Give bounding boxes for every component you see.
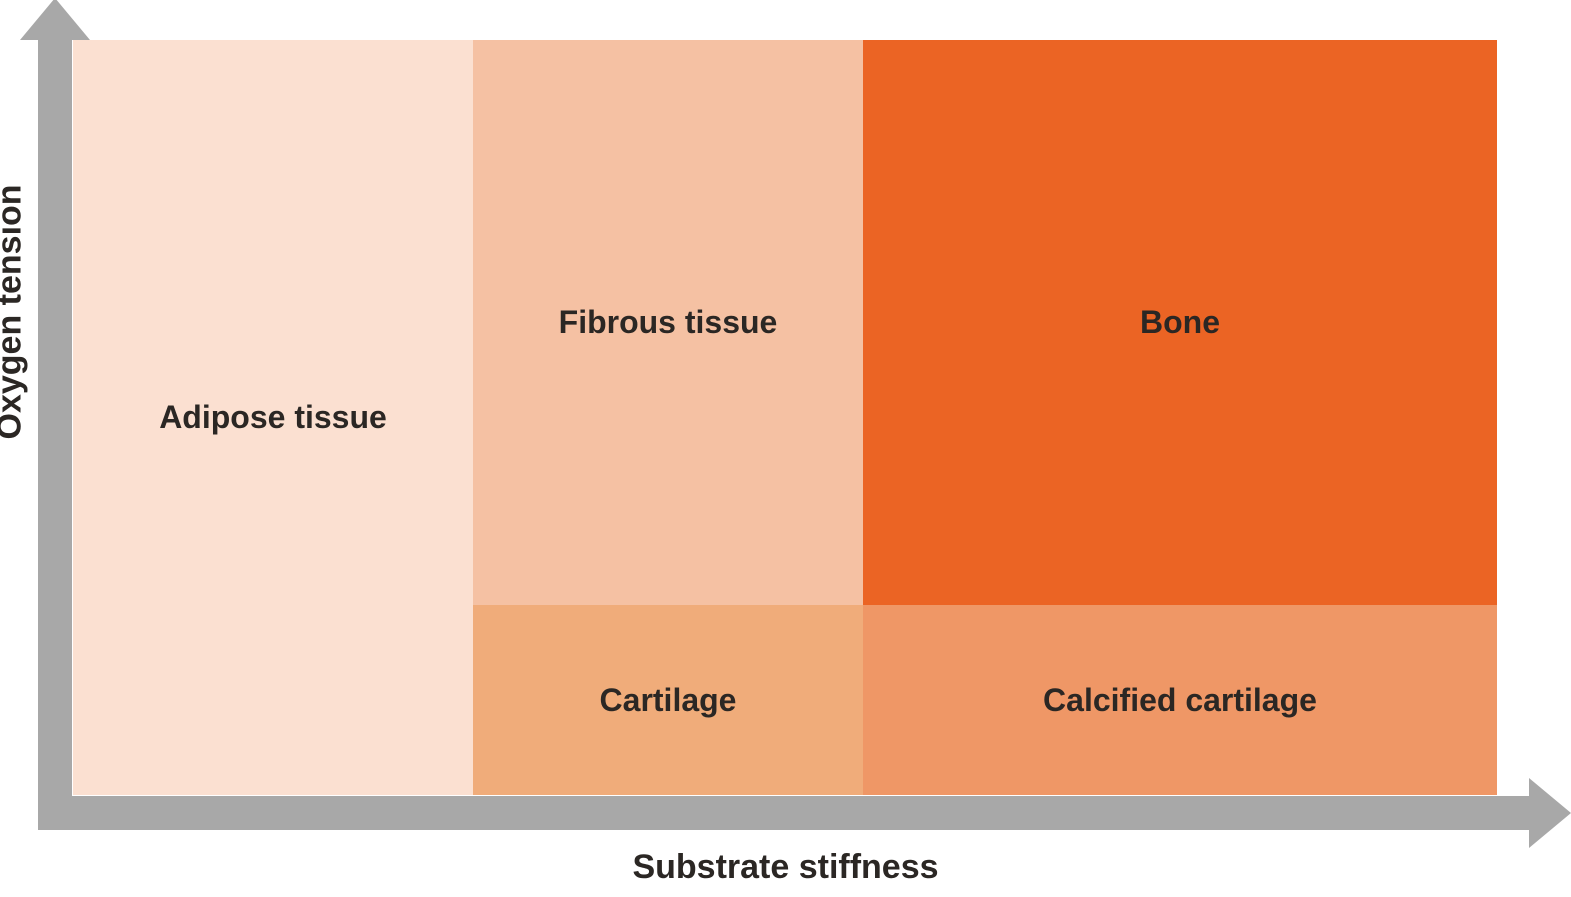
x-axis-arrow xyxy=(38,796,1571,830)
x-axis-label: Substrate stiffness xyxy=(0,848,1571,887)
cell-bone-label: Bone xyxy=(1140,304,1220,341)
cell-fibrous: Fibrous tissue xyxy=(473,40,863,605)
y-axis-label: Oxygen tension xyxy=(0,400,30,440)
cell-calcified-label: Calcified cartilage xyxy=(1043,682,1317,719)
cell-bone: Bone xyxy=(863,40,1497,605)
x-axis-shaft xyxy=(38,796,1531,830)
cell-cartilage: Cartilage xyxy=(473,605,863,795)
y-axis-shaft xyxy=(38,38,72,830)
grid-area: Adipose tissue Fibrous tissue Bone Carti… xyxy=(73,40,1497,795)
cell-calcified: Calcified cartilage xyxy=(863,605,1497,795)
cell-fibrous-label: Fibrous tissue xyxy=(559,304,778,341)
y-axis-arrow xyxy=(38,0,72,830)
tissue-matrix-diagram: Adipose tissue Fibrous tissue Bone Carti… xyxy=(0,0,1571,897)
cell-cartilage-label: Cartilage xyxy=(600,682,737,719)
x-axis-arrowhead xyxy=(1529,778,1571,848)
y-axis-arrowhead xyxy=(20,0,90,40)
cell-adipose-label: Adipose tissue xyxy=(159,399,387,436)
cell-adipose: Adipose tissue xyxy=(73,40,473,795)
